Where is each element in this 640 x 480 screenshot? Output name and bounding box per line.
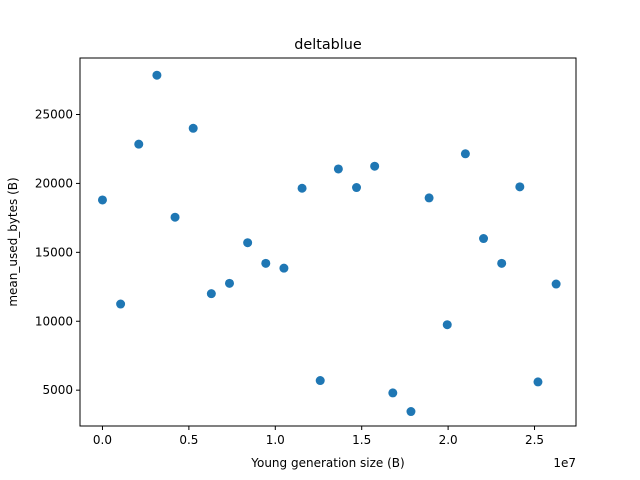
data-point [315,376,325,386]
y-tick-label: 5000 [42,383,73,397]
x-tick-label: 2.5 [525,433,544,447]
y-tick-label: 20000 [35,176,73,190]
data-point [170,212,180,222]
data-point [188,123,198,133]
data-point [333,164,343,174]
y-tick-label: 10000 [35,314,73,328]
data-point [388,388,398,398]
data-point [297,183,307,193]
data-point [497,258,507,268]
data-point [206,289,216,299]
x-tick-label: 1.5 [352,433,371,447]
data-point [224,278,234,288]
y-tick-label: 25000 [35,108,73,122]
data-point [116,299,126,309]
data-point [134,139,144,149]
x-tick-label: 0.5 [179,433,198,447]
data-point [152,70,162,80]
data-point [261,258,271,268]
x-axis-label: Young generation size (B) [250,456,404,470]
data-point [551,279,561,289]
y-axis-label: mean_used_bytes (B) [6,177,20,306]
x-tick-label: 0.0 [93,433,112,447]
x-tick-label: 2.0 [439,433,458,447]
data-points [97,70,561,417]
x-tick-label: 1.0 [266,433,285,447]
y-axis-ticks: 5000 10000 15000 20000 25000 [35,108,80,397]
data-point [406,407,416,417]
data-point [424,193,434,203]
chart-title: deltablue [294,37,362,53]
data-point [479,234,489,244]
data-point [352,183,362,193]
data-point [279,263,289,273]
plot-area-frame [79,57,577,427]
x-axis-ticks: 0.0 0.5 1.0 1.5 2.0 2.5 [93,426,544,447]
data-point [442,320,452,330]
data-point [97,195,107,205]
data-point [515,182,525,192]
data-point [243,238,253,248]
data-point [460,149,470,159]
x-axis-offset-label: 1e7 [553,456,576,470]
y-tick-label: 15000 [35,245,73,259]
data-point [370,161,380,171]
data-point [533,377,543,387]
